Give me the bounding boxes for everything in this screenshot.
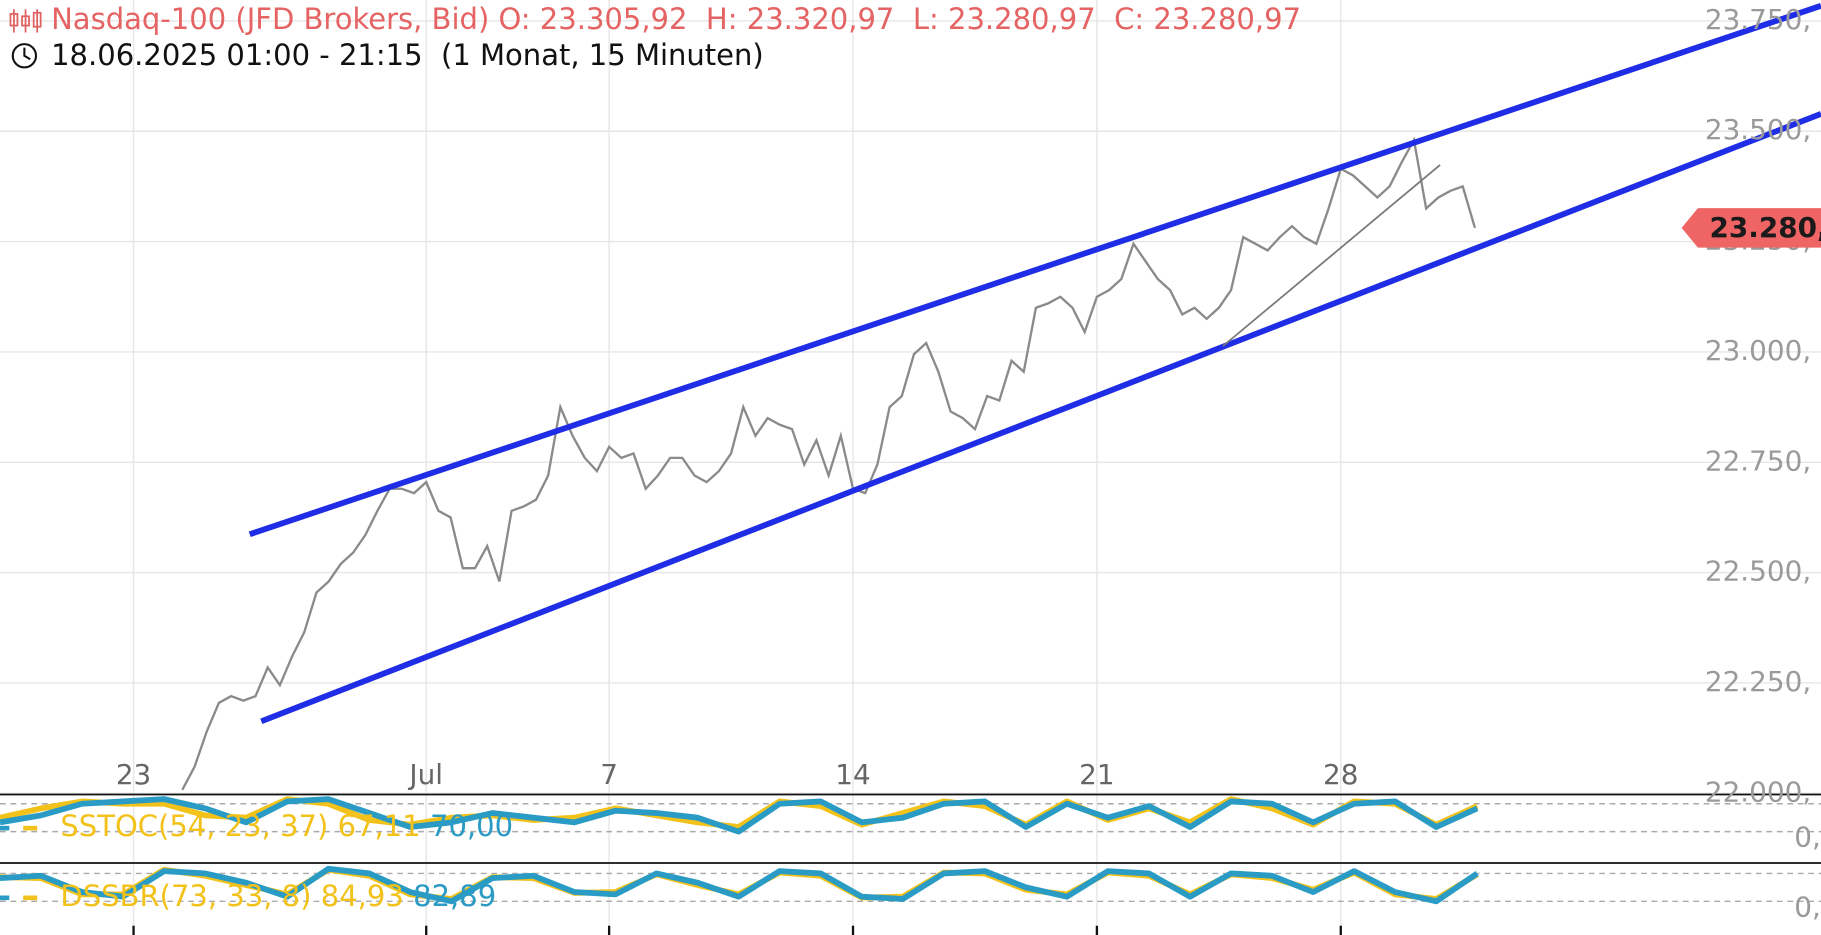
y-tick-label: 0,	[1794, 890, 1821, 923]
channel-lower	[260, 111, 1821, 724]
y-tick-label: 22.250,	[1705, 665, 1811, 698]
clock-icon	[11, 43, 38, 69]
x-tick-label: 7	[600, 758, 618, 791]
legend-icon	[23, 825, 38, 831]
chart-title: Nasdaq-100 (JFD Brokers, Bid) O: 23.305,…	[51, 2, 1301, 36]
last-price-tag	[1681, 208, 1821, 248]
marks	[0, 136, 1479, 905]
legend: DSSBR(73, 33, 8) 84,93 82,89	[60, 879, 496, 913]
channel-upper	[248, 3, 1821, 538]
trend-line	[1222, 164, 1441, 347]
last-price-label: 23.280,	[1710, 211, 1821, 244]
legend-icon	[0, 895, 10, 901]
x-tick-label: Jul	[407, 758, 443, 791]
price-line	[181, 136, 1477, 791]
header-icon	[9, 9, 42, 33]
legend-text: DSSBR(73, 33, 8)	[60, 879, 311, 913]
x-tick-label: 23	[116, 758, 151, 791]
legend: SSTOC(54, 23, 37) 67,11 70,00	[60, 809, 513, 843]
legend-text: 82,89	[413, 879, 496, 913]
y-tick-label: 23.750,	[1705, 3, 1811, 36]
y-tick-label: 22.000,	[1705, 775, 1811, 808]
y-tick-label: 22.500,	[1705, 555, 1811, 588]
legend-text: SSTOC(54, 23, 37)	[60, 809, 328, 843]
legend-text: 67,11	[338, 809, 421, 843]
legend-icon	[23, 895, 38, 901]
oscillator-line	[0, 796, 1479, 835]
oscillator-line	[0, 865, 1479, 905]
legend-text: 70,00	[430, 809, 513, 843]
chart-subtitle: 18.06.2025 01:00 - 21:15 (1 Monat, 15 Mi…	[51, 38, 764, 72]
x-tick-label: 21	[1079, 758, 1114, 791]
y-tick-label: 0,	[1794, 821, 1821, 854]
legend-text: 84,93	[321, 879, 404, 913]
y-tick-label: 23.500,	[1705, 113, 1811, 146]
y-tick-label: 23.000,	[1705, 334, 1811, 367]
x-tick-label: 14	[835, 758, 870, 791]
y-tick-label: 22.750,	[1705, 444, 1811, 477]
legend-icon	[0, 825, 10, 831]
x-tick-label: 28	[1323, 758, 1358, 791]
